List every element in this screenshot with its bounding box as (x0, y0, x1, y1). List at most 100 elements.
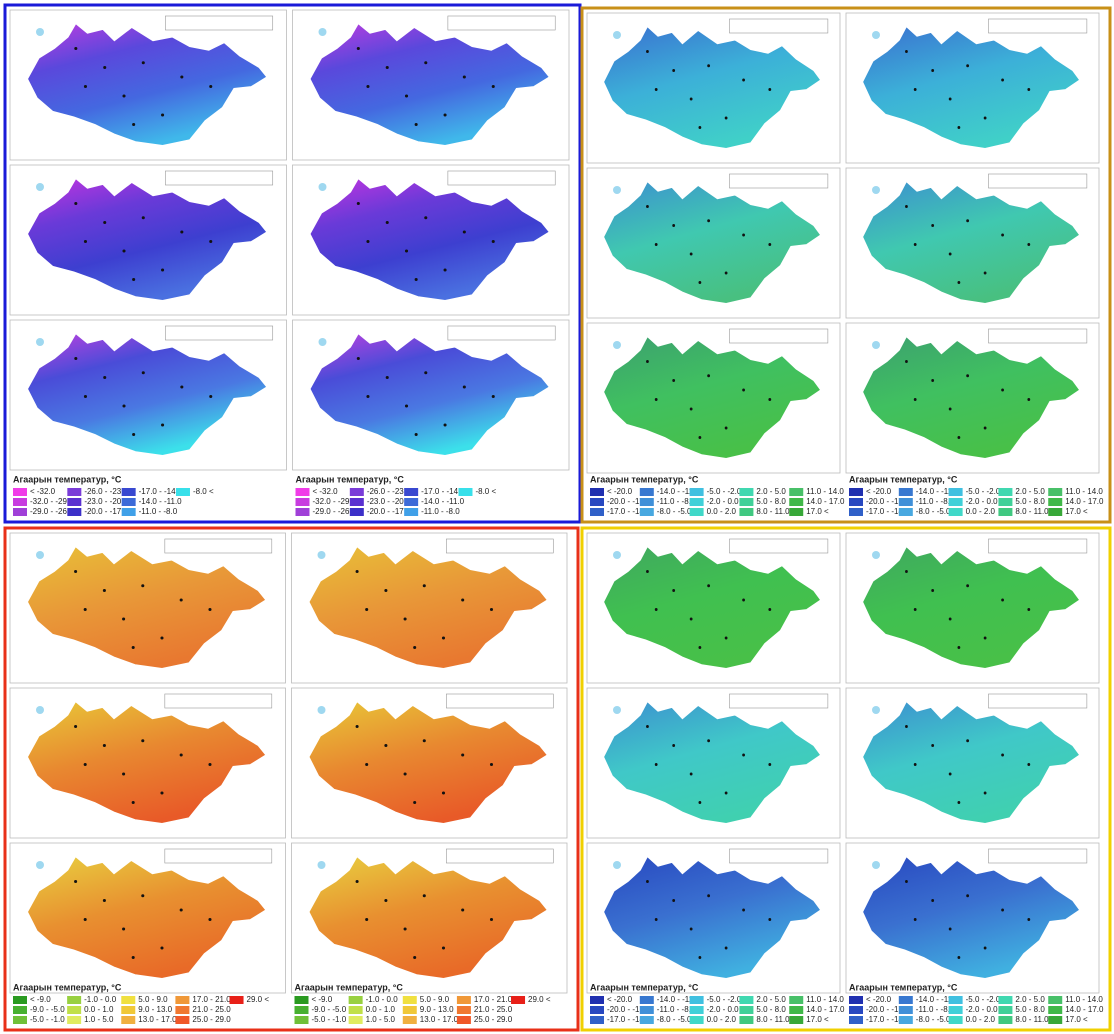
map-title-box (165, 849, 272, 863)
station (424, 61, 427, 64)
legend-label: 17.0 - 21.0 (192, 995, 231, 1004)
station (384, 899, 387, 902)
station (180, 385, 183, 388)
station (646, 570, 649, 573)
station (768, 88, 771, 91)
station (384, 589, 387, 592)
legend-swatch (296, 498, 310, 506)
station (914, 88, 917, 91)
legend-swatch (739, 508, 753, 516)
legend-label: 5.0 - 8.0 (756, 1005, 786, 1014)
legend-swatch (403, 1016, 417, 1024)
legend-swatch (67, 1006, 81, 1014)
lake (613, 551, 621, 559)
legend-swatch (789, 1016, 803, 1024)
station (725, 426, 728, 429)
station (1001, 753, 1004, 756)
station (74, 202, 77, 205)
station (423, 739, 426, 742)
station (103, 899, 106, 902)
station (698, 281, 701, 284)
station (84, 85, 87, 88)
station (141, 894, 144, 897)
station (655, 88, 658, 91)
station (444, 268, 447, 271)
lake (318, 706, 326, 714)
legend-swatch (998, 996, 1012, 1004)
legend-swatch (789, 498, 803, 506)
legend-swatch (176, 488, 190, 496)
legend-label: 5.0 - 8.0 (1015, 497, 1045, 506)
legend-label: -2.0 - 0.0 (966, 1005, 999, 1014)
legend-swatch (998, 488, 1012, 496)
legend-swatch (13, 1006, 27, 1014)
station (931, 224, 934, 227)
station (463, 230, 466, 233)
station (707, 64, 710, 67)
legend-label: 11.0 - 14.0 (1065, 995, 1103, 1004)
legend-swatch (175, 1016, 189, 1024)
legend-swatch (590, 498, 604, 506)
legend-swatch (404, 498, 418, 506)
station (690, 252, 693, 255)
legend-swatch (230, 996, 244, 1004)
legend-swatch (1048, 996, 1062, 1004)
station (742, 908, 745, 911)
station (1027, 918, 1030, 921)
map-title-box (165, 694, 272, 708)
lake (319, 338, 327, 346)
map-title-box (446, 849, 553, 863)
station (357, 357, 360, 360)
legend-swatch (403, 1006, 417, 1014)
station (905, 880, 908, 883)
legend-swatch (899, 1016, 913, 1024)
station (1001, 388, 1004, 391)
station (444, 423, 447, 426)
legend-swatch (998, 508, 1012, 516)
legend-swatch (1048, 498, 1062, 506)
legend-swatch (13, 508, 27, 516)
legend-label: -8.0 < (475, 487, 496, 496)
map-title-box (729, 539, 827, 553)
station (365, 608, 368, 611)
station (655, 763, 658, 766)
station (966, 584, 969, 587)
legend-label: -5.0 - -2.0 (707, 995, 742, 1004)
legend-swatch (739, 498, 753, 506)
lake (872, 341, 880, 349)
station (698, 126, 701, 129)
legend-swatch (296, 508, 310, 516)
station (1027, 243, 1030, 246)
station (707, 739, 710, 742)
legend-label: < -32.0 (313, 487, 339, 496)
legend-swatch (349, 996, 363, 1004)
station (957, 801, 960, 804)
station (161, 423, 164, 426)
legend-title: Агаарын температур, °С (13, 474, 122, 484)
map-title-box (448, 171, 555, 185)
station (461, 753, 464, 756)
station (949, 927, 952, 930)
legend-swatch (739, 1006, 753, 1014)
station (914, 763, 917, 766)
legend-label: < -20.0 (866, 487, 892, 496)
map-title-box (165, 16, 272, 30)
legend-swatch (458, 488, 472, 496)
legend-swatch (13, 996, 27, 1004)
legend-label: 11.0 - 14.0 (806, 995, 844, 1004)
legend-title: Агаарын температур, °С (13, 982, 122, 992)
station (180, 753, 183, 756)
station (949, 772, 952, 775)
station (957, 646, 960, 649)
station (356, 570, 359, 573)
station (84, 763, 87, 766)
station (957, 956, 960, 959)
legend-swatch (640, 1006, 654, 1014)
legend-label: -5.0 - -2.0 (966, 995, 1001, 1004)
station (209, 85, 212, 88)
station (957, 126, 960, 129)
legend-swatch (403, 996, 417, 1004)
legend-label: 29.0 < (528, 995, 551, 1004)
legend-label: 14.0 - 17.0 (806, 1005, 845, 1014)
map-title-box (988, 539, 1086, 553)
